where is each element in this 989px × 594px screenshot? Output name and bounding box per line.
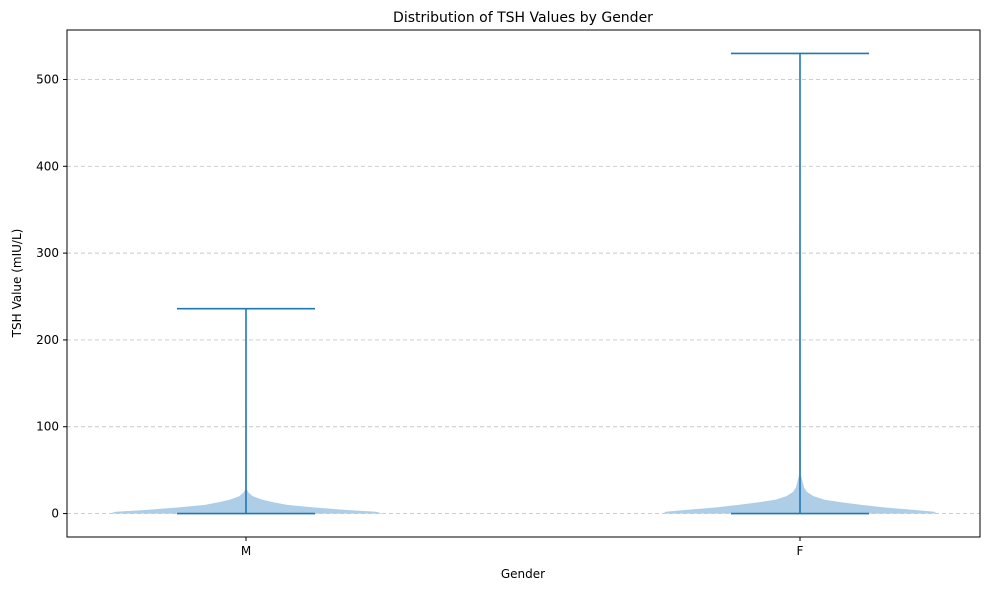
y-tick-label: 0 (51, 507, 59, 521)
chart-title: Distribution of TSH Values by Gender (393, 10, 653, 26)
plot-frame (66, 29, 981, 538)
violin-layer (109, 52, 937, 515)
x-tick-label: M (241, 544, 251, 558)
axis-layer: 0 100 200 300 400 500 M F (36, 72, 803, 558)
y-axis-label: TSH Value (mIU/L) (10, 229, 24, 339)
grid-layer (67, 79, 980, 515)
x-axis-label: Gender (501, 567, 545, 581)
y-tick-label: 200 (36, 333, 59, 347)
y-tick-label: 400 (36, 159, 59, 173)
y-tick-label: 300 (36, 246, 59, 260)
y-tick-label: 100 (36, 420, 59, 434)
x-tick-label: F (797, 544, 804, 558)
y-tick-label: 500 (36, 72, 59, 86)
